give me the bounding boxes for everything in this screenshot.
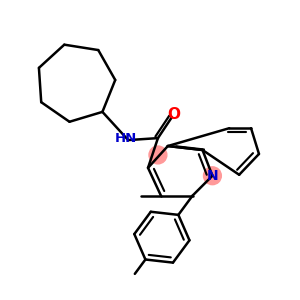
Text: HN: HN <box>115 132 137 145</box>
Circle shape <box>203 167 221 185</box>
Text: O: O <box>167 107 180 122</box>
Text: N: N <box>207 169 218 183</box>
Circle shape <box>149 146 167 164</box>
